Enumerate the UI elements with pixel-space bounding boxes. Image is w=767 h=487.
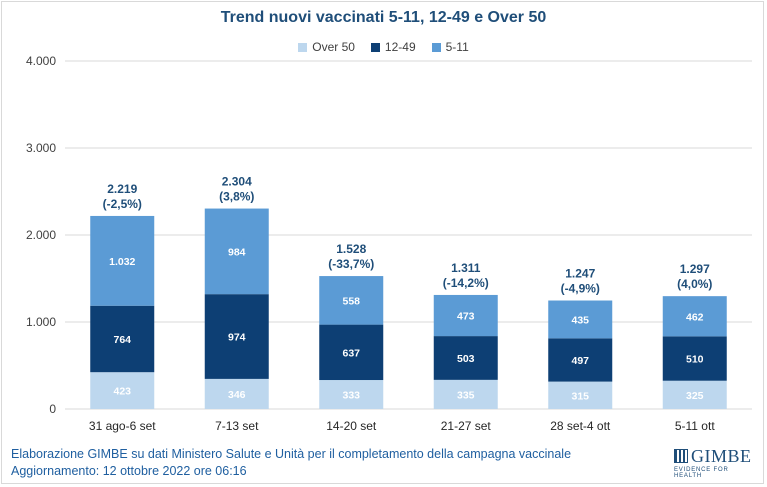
legend-swatch-12-49 [370, 42, 380, 52]
logo-tagline: EVIDENCE FOR HEALTH [674, 467, 729, 479]
data-label: 1.032 [109, 256, 135, 268]
y-tick-label: 4.000 [26, 54, 56, 68]
bar-segment [662, 296, 727, 337]
data-label: 346 [228, 389, 246, 401]
data-label: 984 [228, 246, 246, 258]
total-label: 1.247 [565, 267, 595, 281]
bar-segment [319, 324, 384, 381]
change-label: (-4,9%) [561, 282, 600, 296]
total-label: 2.304 [222, 175, 252, 189]
bar-segment [433, 336, 498, 380]
bar-segment [204, 378, 269, 409]
bar-segment [548, 300, 613, 339]
bar-segment [433, 294, 498, 337]
data-label: 503 [457, 353, 475, 365]
footer-source: Elaborazione GIMBE su dati Ministero Sal… [11, 447, 572, 461]
data-label: 335 [457, 389, 475, 401]
total-label: 2.219 [107, 182, 137, 196]
bar-segment [433, 379, 498, 409]
data-label: 764 [113, 334, 131, 346]
bar-segment [204, 294, 269, 379]
data-label: 497 [571, 355, 589, 367]
chart-title: Trend nuovi vaccinati 5-11, 12-49 e Over… [220, 9, 547, 26]
change-label: (-2,5%) [103, 197, 142, 211]
change-label: (3,8%) [219, 190, 254, 204]
data-label: 325 [686, 390, 704, 402]
footer: Elaborazione GIMBE su dati Ministero Sal… [11, 446, 571, 480]
legend-label-5-11: 5-11 [445, 40, 469, 54]
change-label: (-14,2%) [443, 276, 489, 290]
data-label: 558 [342, 295, 360, 307]
bar-segment [90, 305, 155, 373]
change-label: (4,0%) [677, 277, 712, 291]
legend-label-over-50: Over 50 [312, 40, 355, 54]
gimbe-logo: GIMBE EVIDENCE FOR HEALTH [674, 447, 758, 479]
legend: Over 50 12-49 5-11 [0, 40, 767, 54]
legend-label-12-49: 12-49 [384, 40, 416, 54]
y-tick-label: 2.000 [26, 228, 56, 242]
total-label: 1.528 [336, 242, 366, 256]
total-label: 1.311 [451, 261, 481, 275]
data-label: 974 [228, 332, 246, 344]
legend-item-5-11: 5-11 [431, 40, 469, 54]
logo-mark-icon [674, 449, 688, 463]
data-label: 333 [342, 390, 360, 402]
legend-swatch-5-11 [431, 42, 441, 52]
change-label: (-33,7%) [328, 257, 374, 271]
data-label: 473 [457, 311, 475, 323]
legend-item-12-49: 12-49 [370, 40, 416, 54]
x-tick-label: 21-27 set [441, 419, 492, 433]
x-tick-label: 14-20 set [326, 419, 377, 433]
logo-name: GIMBE [691, 446, 752, 466]
data-label: 315 [571, 390, 589, 402]
data-label: 435 [571, 314, 589, 326]
bar-segment [204, 208, 269, 295]
y-tick-label: 1.000 [26, 315, 56, 329]
bar-segment [662, 336, 727, 381]
x-tick-label: 5-11 ott [675, 419, 715, 433]
x-tick-label: 7-13 set [215, 419, 259, 433]
bar-segment [548, 338, 613, 382]
y-tick-label: 0 [49, 402, 56, 416]
bar-segment [662, 380, 727, 409]
data-label: 637 [342, 347, 360, 359]
data-label: 510 [686, 354, 704, 366]
bar-segment [319, 380, 384, 409]
bar-segment [319, 276, 384, 325]
legend-item-over-50: Over 50 [298, 40, 355, 54]
x-tick-label: 31 ago-6 set [89, 419, 156, 433]
legend-swatch-over-50 [298, 42, 308, 52]
bar-segment [548, 381, 613, 409]
data-label: 462 [686, 311, 704, 323]
y-tick-label: 3.000 [26, 141, 56, 155]
bar-segment [90, 372, 155, 409]
data-label: 423 [113, 386, 131, 398]
total-label: 1.297 [680, 262, 710, 276]
x-tick-label: 28 set-4 ott [550, 419, 611, 433]
footer-updated: Aggiornamento: 12 ottobre 2022 ore 06:16 [11, 464, 247, 478]
bar-segment [90, 215, 155, 306]
